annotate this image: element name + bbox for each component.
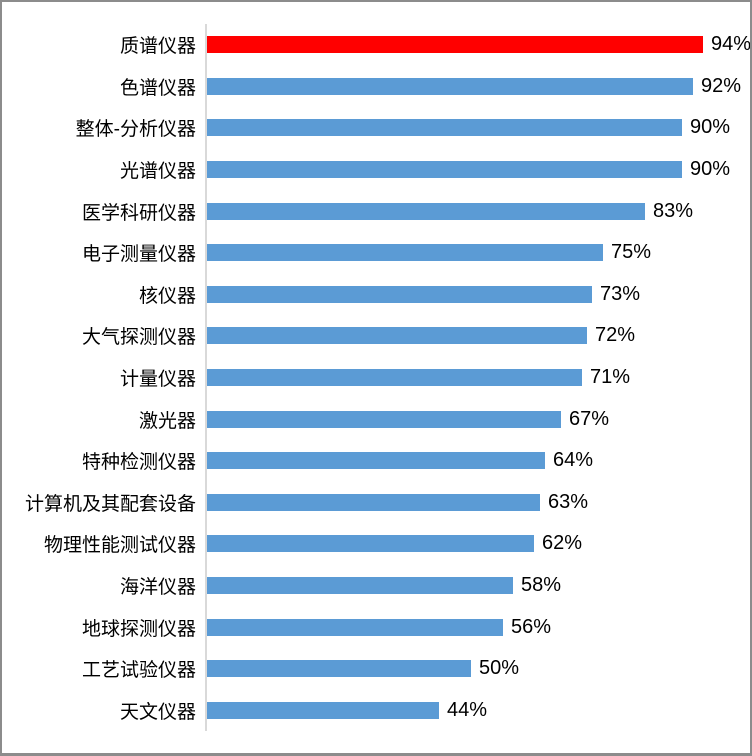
chart-row: 核仪器 73%: [2, 273, 746, 316]
value-label: 71%: [590, 366, 631, 389]
value-label: 56%: [511, 615, 552, 638]
chart-row: 物理性能测试仪器 62%: [2, 523, 746, 565]
plot-area: 44%: [205, 689, 746, 732]
value-label: 75%: [611, 241, 652, 264]
bar[interactable]: [207, 285, 592, 303]
bar[interactable]: [207, 660, 471, 678]
plot-area: 94%: [205, 24, 752, 66]
bar-chart: 质谱仪器 94% 色谱仪器 92% 整体-分析仪器 90% 光谱仪器 90% 医学科研仪器 83%…: [2, 24, 750, 732]
bar[interactable]: [207, 202, 645, 220]
category-label: 整体-分析仪器: [75, 119, 196, 141]
bar[interactable]: [207, 577, 513, 595]
bar[interactable]: [207, 369, 582, 387]
plot-area: 62%: [205, 523, 746, 565]
bar[interactable]: [207, 701, 439, 719]
category-label: 色谱仪器: [119, 77, 196, 99]
category-label: 工艺试验仪器: [81, 660, 196, 682]
category-label: 光谱仪器: [119, 161, 196, 183]
plot-area: 67%: [205, 398, 746, 440]
plot-area: 64%: [205, 439, 746, 482]
category-label: 物理性能测试仪器: [43, 535, 196, 557]
bar[interactable]: [207, 77, 693, 95]
plot-area: 90%: [205, 107, 746, 149]
bar[interactable]: [207, 493, 540, 511]
value-label: 67%: [569, 407, 610, 430]
bar[interactable]: [207, 119, 682, 137]
category-label: 激光器: [138, 410, 196, 432]
value-label: 83%: [653, 199, 694, 222]
chart-row: 大气探测仪器 72%: [2, 315, 746, 357]
plot-area: 63%: [205, 481, 746, 524]
category-label: 核仪器: [138, 285, 196, 307]
category-label: 医学科研仪器: [81, 202, 196, 224]
category-label: 天文仪器: [119, 701, 196, 723]
bar[interactable]: [207, 410, 561, 428]
plot-area: 83%: [205, 190, 746, 232]
chart-row: 工艺试验仪器 50%: [2, 647, 746, 690]
plot-area: 50%: [205, 647, 746, 690]
chart-row: 计量仪器 71%: [2, 356, 746, 399]
value-label: 44%: [447, 698, 488, 721]
bar[interactable]: [207, 535, 534, 553]
plot-area: 58%: [205, 564, 746, 607]
chart-row: 特种检测仪器 64%: [2, 439, 746, 482]
value-label: 64%: [553, 449, 594, 472]
plot-area: 56%: [205, 606, 746, 648]
bar[interactable]: [207, 452, 545, 470]
category-label: 计量仪器: [119, 369, 196, 391]
chart-row: 激光器 67%: [2, 398, 746, 440]
bar-highlighted[interactable]: [207, 36, 703, 54]
category-label: 电子测量仪器: [81, 244, 196, 266]
chart-row: 整体-分析仪器 90%: [2, 107, 746, 149]
chart-row: 质谱仪器 94%: [2, 24, 750, 66]
chart-row: 海洋仪器 58%: [2, 564, 746, 607]
plot-area: 73%: [205, 273, 746, 316]
bar[interactable]: [207, 244, 603, 262]
chart-row: 色谱仪器 92%: [2, 65, 746, 108]
category-label: 特种检测仪器: [81, 452, 196, 474]
bar[interactable]: [207, 161, 682, 179]
value-label: 50%: [479, 657, 520, 680]
chart-row: 计算机及其配套设备 63%: [2, 481, 746, 524]
value-label: 90%: [690, 158, 731, 181]
value-label: 63%: [548, 490, 589, 513]
value-label: 62%: [542, 532, 583, 555]
value-label: 90%: [690, 116, 731, 139]
category-label: 大气探测仪器: [81, 327, 196, 349]
plot-area: 92%: [205, 65, 746, 108]
value-label: 94%: [711, 33, 752, 56]
plot-area: 71%: [205, 356, 746, 399]
chart-row: 电子测量仪器 75%: [2, 231, 746, 274]
plot-area: 75%: [205, 231, 746, 274]
value-label: 73%: [600, 282, 641, 305]
category-label: 地球探测仪器: [81, 618, 196, 640]
value-label: 92%: [701, 74, 742, 97]
chart-row: 地球探测仪器 56%: [2, 606, 746, 648]
category-label: 质谱仪器: [119, 36, 196, 58]
bar[interactable]: [207, 327, 587, 345]
bar[interactable]: [207, 618, 503, 636]
chart-row: 医学科研仪器 83%: [2, 190, 746, 232]
plot-area: 90%: [205, 148, 746, 191]
category-label: 海洋仪器: [119, 577, 196, 599]
chart-row: 光谱仪器 90%: [2, 148, 746, 191]
chart-row: 天文仪器 44%: [2, 689, 746, 732]
plot-area: 72%: [205, 315, 746, 357]
value-label: 58%: [521, 574, 562, 597]
category-label: 计算机及其配套设备: [24, 493, 196, 515]
value-label: 72%: [595, 324, 636, 347]
